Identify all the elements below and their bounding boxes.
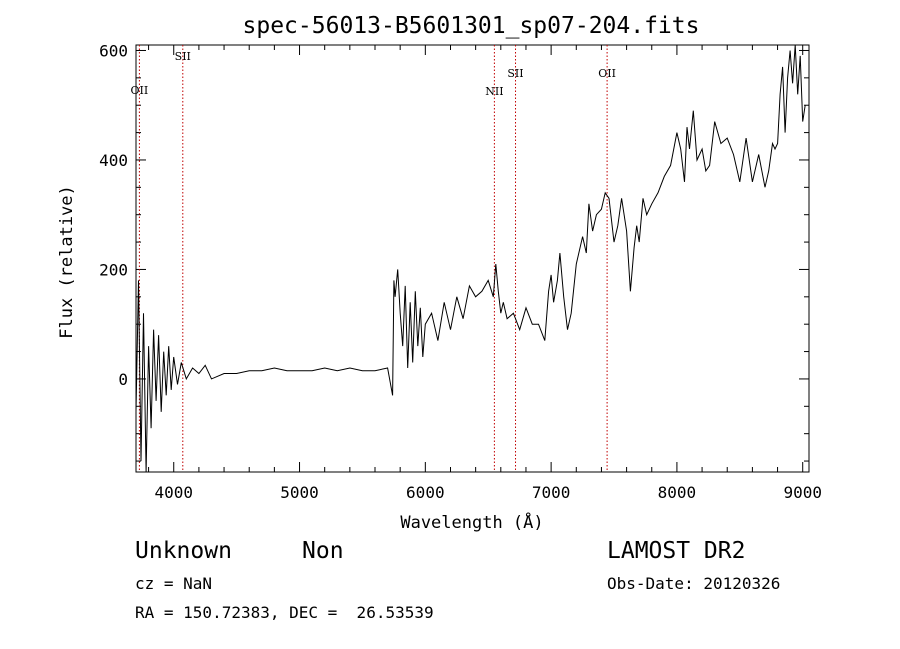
chart-title: spec-56013-B5601301_sp07-204.fits: [243, 13, 700, 39]
line-marker-label: SII: [507, 67, 523, 80]
line-marker-label: SII: [175, 50, 191, 63]
coordinates-text: RA = 150.72383, DEC = 26.53539: [135, 603, 434, 622]
observation-date: Obs-Date: 20120326: [607, 574, 781, 593]
x-tick-label: 7000: [532, 483, 571, 502]
line-marker-label: OII: [131, 84, 149, 97]
y-axis-label: Flux (relative): [57, 185, 77, 339]
x-tick-label: 5000: [280, 483, 319, 502]
plot-frame: [135, 44, 810, 473]
x-tick-label: 9000: [783, 483, 822, 502]
spectrum-line: [135, 44, 806, 473]
y-tick-label: 400: [99, 151, 128, 170]
line-marker-label: NII: [485, 85, 503, 98]
y-tick-label: 600: [99, 41, 128, 60]
object-subclass: Non: [302, 538, 344, 564]
x-axis-label: Wavelength (Å): [400, 511, 543, 533]
axis-ticks: 4000 5000 6000 7000 8000 9000 0 200 400 600: [99, 41, 822, 502]
x-tick-label: 4000: [154, 483, 193, 502]
survey-name: LAMOST DR2: [607, 538, 746, 564]
line-marker-label: OII: [598, 67, 616, 80]
y-tick-label: 200: [99, 260, 128, 279]
redshift-text: cz = NaN: [135, 574, 213, 593]
x-tick-label: 8000: [658, 483, 697, 502]
object-class: Unknown: [135, 538, 232, 564]
x-tick-label: 6000: [406, 483, 445, 502]
y-tick-label: 0: [118, 370, 128, 389]
line-annotations: OII SII NII SII OII: [131, 45, 616, 472]
